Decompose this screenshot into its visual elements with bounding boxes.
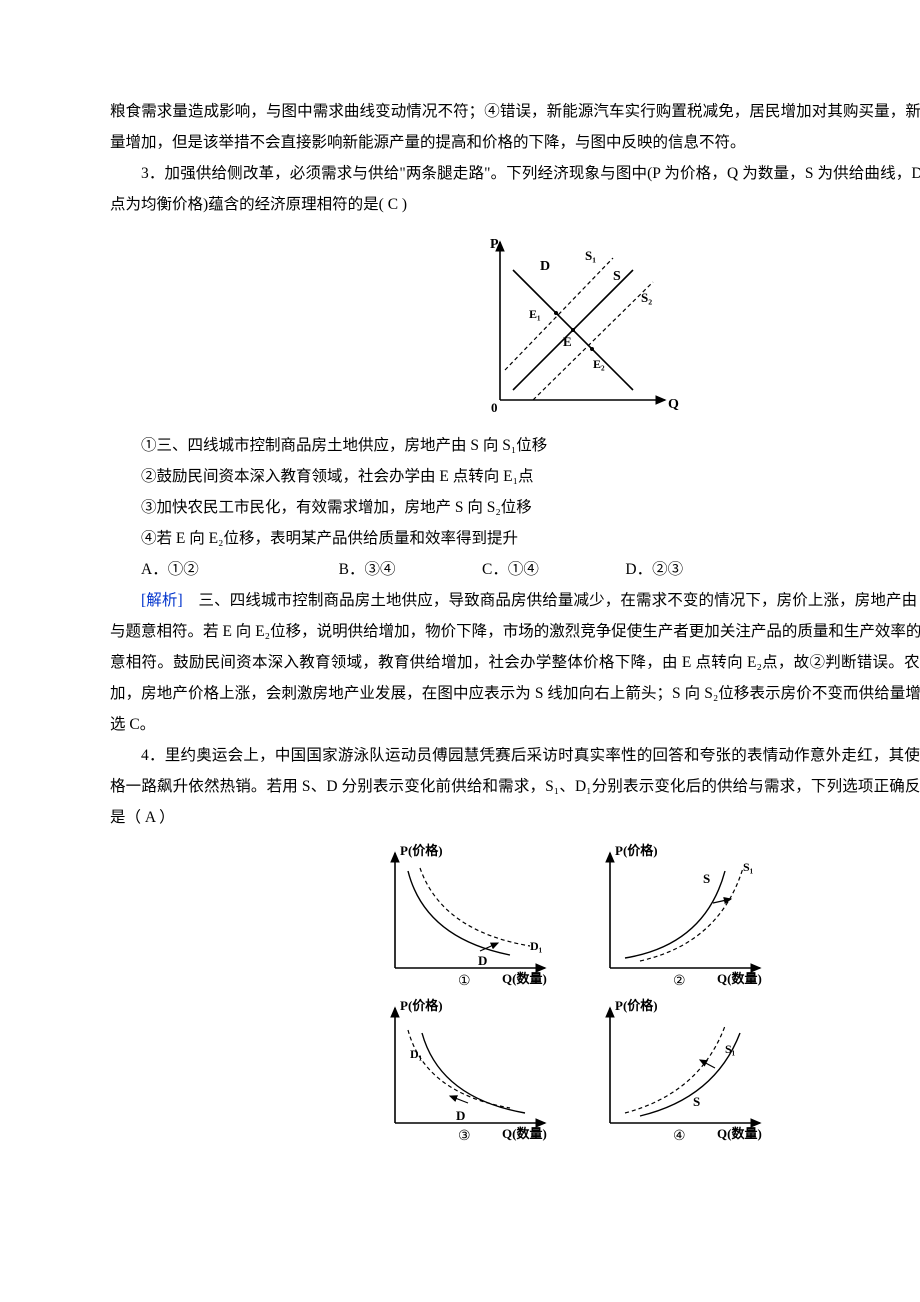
p1-d1-label: D₁ <box>530 939 543 953</box>
q3-analysis-text: 三、四线城市控制商品房土地供应，导致商品房供给量减少，在需求不变的情况下，房价上… <box>110 592 920 733</box>
p2-num: ② <box>673 974 686 989</box>
p4-s-label: S <box>693 1094 700 1109</box>
q3-chart-container: P Q 0 D S S₁ S₂ E E₁ E₂ <box>110 230 920 420</box>
p4-p-label: P(价格) <box>615 998 658 1013</box>
q4-four-panel-chart: P(价格) Q(数量) D D₁ ① P(价格) Q(数量) S S₁ ② P(… <box>350 843 790 1153</box>
s1-label: S₁ <box>585 248 596 263</box>
p2-s1-label: S₁ <box>743 860 754 874</box>
p1-num: ① <box>458 974 471 989</box>
q3-option-b: B．③④ <box>339 554 479 585</box>
q3-item-2: ②鼓励民间资本深入教育领域，社会办学由 E 点转向 E₁点 <box>110 461 920 492</box>
d-label: D <box>540 259 550 274</box>
q3-analysis: [解析] 三、四线城市控制商品房土地供应，导致商品房供给量减少，在需求不变的情况… <box>110 585 920 740</box>
q3-supply-demand-chart: P Q 0 D S S₁ S₂ E E₁ E₂ <box>455 230 685 420</box>
q3-item-3: ③加快农民工市民化，有效需求增加，房地产 S 向 S₂位移 <box>110 492 920 523</box>
p3-p-label: P(价格) <box>400 998 443 1013</box>
p4-num: ④ <box>673 1129 686 1144</box>
p3-num: ③ <box>458 1129 471 1144</box>
p4-s1-label: S₁ <box>725 1042 736 1056</box>
p2-s-label: S <box>703 871 710 886</box>
q3-stem: 3．加强供给侧改革，必须需求与供给"两条腿走路"。下列经济现象与图中(P 为价格… <box>110 158 920 220</box>
e2-label: E₂ <box>593 357 605 371</box>
q3-option-c: C．①④ <box>482 554 622 585</box>
q3-option-a: A．①② <box>141 554 335 585</box>
q3-option-d: D．②③ <box>625 554 683 585</box>
q3-options: A．①② B．③④ C．①④ D．②③ <box>110 554 920 585</box>
origin-label: 0 <box>491 400 498 415</box>
analysis-label: [解析] <box>141 592 198 609</box>
q3-item-4: ④若 E 向 E₂位移，表明某产品供给质量和效率得到提升 <box>110 523 920 554</box>
p4-q-label: Q(数量) <box>717 1126 762 1141</box>
p2-p-label: P(价格) <box>615 843 658 858</box>
p1-d-label: D <box>478 953 487 968</box>
s2-label: S₂ <box>641 290 652 305</box>
axis-p-label: P <box>490 237 499 252</box>
axis-q-label: Q <box>668 397 679 412</box>
e1-label: E₁ <box>529 307 541 321</box>
q4-stem: 4．里约奥运会上，中国国家游泳队运动员傅园慧凭赛后采访时真实率性的回答和夸张的表… <box>110 740 920 833</box>
p3-q-label: Q(数量) <box>502 1126 547 1141</box>
continuation-paragraph: 粮食需求量造成影响，与图中需求曲线变动情况不符；④错误，新能源汽车实行购置税减免… <box>110 96 920 158</box>
q3-item-1: ①三、四线城市控制商品房土地供应，房地产由 S 向 S₁位移 <box>110 430 920 461</box>
q4-charts-container: P(价格) Q(数量) D D₁ ① P(价格) Q(数量) S S₁ ② P(… <box>110 843 920 1153</box>
p1-p-label: P(价格) <box>400 843 443 858</box>
p3-d1-label: D₁ <box>410 1047 423 1061</box>
p3-d-label: D <box>456 1108 465 1123</box>
s-label: S <box>613 269 621 284</box>
p1-q-label: Q(数量) <box>502 971 547 986</box>
p2-q-label: Q(数量) <box>717 971 762 986</box>
e-label: E <box>563 334 572 349</box>
